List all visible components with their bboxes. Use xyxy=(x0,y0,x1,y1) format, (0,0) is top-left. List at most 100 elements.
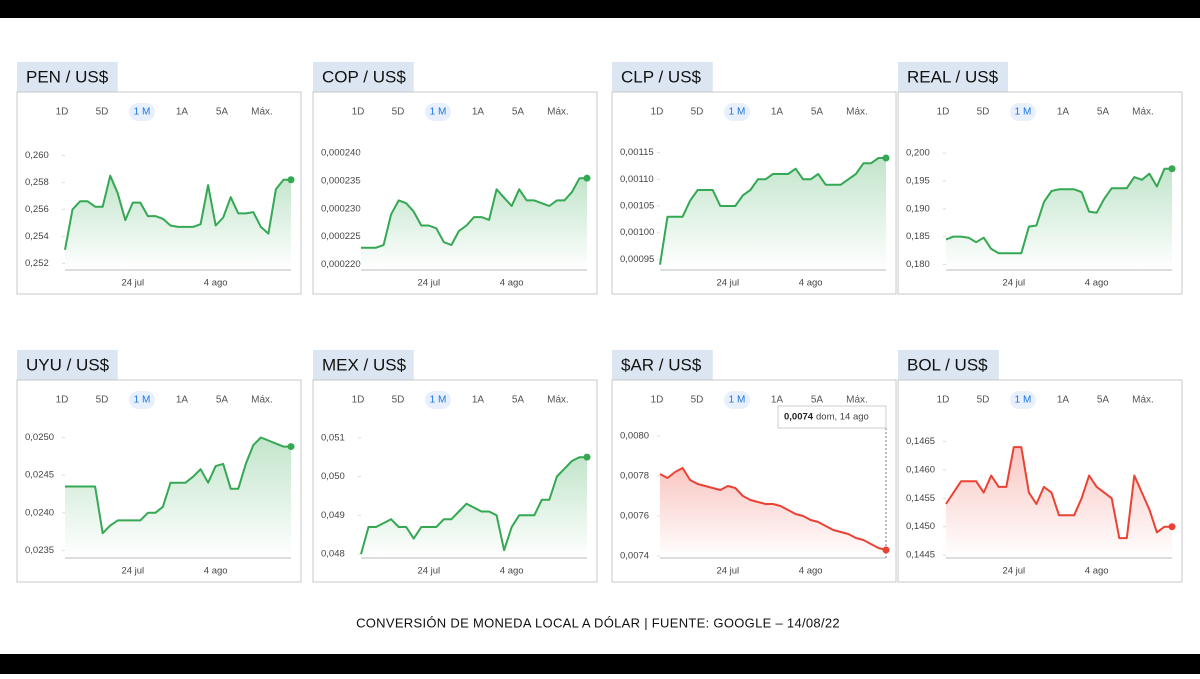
price-line xyxy=(945,446,1172,540)
y-tick-label: 0,1460 xyxy=(906,464,935,475)
price-line xyxy=(945,167,1172,255)
x-tick-label: 24 jul xyxy=(716,278,739,289)
range-tab: 5D xyxy=(392,107,405,118)
range-tab: 1 M xyxy=(430,395,447,406)
y-tick-label: 0,00115 xyxy=(620,147,654,158)
range-tab: 5D xyxy=(691,395,704,406)
y-tick-label: 0,1450 xyxy=(906,521,935,532)
range-tab: 1A xyxy=(771,395,784,406)
range-tab: 1D xyxy=(937,107,950,118)
range-tab: Máx. xyxy=(846,107,868,118)
area-fill xyxy=(946,447,1172,558)
range-tab: 1 M xyxy=(134,395,151,406)
range-tab: 5A xyxy=(512,107,525,118)
y-tick-label: 0,0235 xyxy=(25,545,54,556)
y-tick-label: 0,00110 xyxy=(620,174,654,185)
tooltip-value: 0,0074 xyxy=(784,412,814,423)
tab-highlight xyxy=(425,391,451,409)
range-tab: 5D xyxy=(977,395,990,406)
y-tick-label: 0,000240 xyxy=(321,148,361,159)
x-tick-label: 24 jul xyxy=(716,566,739,577)
x-tick-label: 4 ago xyxy=(500,566,524,577)
range-tab: 1A xyxy=(1057,395,1070,406)
tab-highlight xyxy=(425,103,451,121)
x-tick-label: 4 ago xyxy=(1085,566,1109,577)
y-tick-label: 0,1445 xyxy=(906,550,935,561)
title-tab xyxy=(17,62,118,92)
range-tab: 5A xyxy=(811,395,824,406)
range-tab: Máx. xyxy=(846,395,868,406)
range-tab: 1D xyxy=(651,107,664,118)
range-tab: Máx. xyxy=(251,107,273,118)
tab-highlight xyxy=(129,103,155,121)
chart-title: CLP / US$ xyxy=(621,67,702,86)
last-point xyxy=(287,176,295,184)
y-tick-label: 0,000235 xyxy=(321,175,361,186)
range-tab: 1 M xyxy=(1015,395,1032,406)
range-tab: 5D xyxy=(96,107,109,118)
chart-title: MEX / US$ xyxy=(322,355,407,374)
price-line xyxy=(659,157,886,265)
last-point xyxy=(287,443,295,451)
range-tab: 5A xyxy=(811,107,824,118)
range-tab: 1 M xyxy=(1015,107,1032,118)
price-line xyxy=(659,467,887,551)
tab-highlight xyxy=(129,391,155,409)
y-tick-label: 0,0245 xyxy=(25,470,54,481)
last-point xyxy=(583,174,591,182)
y-tick-label: 0,195 xyxy=(906,175,930,186)
last-point xyxy=(882,546,890,554)
range-tab: 5A xyxy=(512,395,525,406)
y-tick-label: 0,258 xyxy=(25,177,49,188)
tab-highlight xyxy=(1010,391,1036,409)
range-tab: 1 M xyxy=(430,107,447,118)
y-tick-label: 0,000230 xyxy=(321,203,361,214)
y-tick-label: 0,051 xyxy=(321,432,345,443)
area-fill xyxy=(660,468,886,558)
y-tick-label: 0,00100 xyxy=(620,227,654,238)
y-tick-label: 0,260 xyxy=(25,150,49,161)
range-tab: 1D xyxy=(352,395,365,406)
y-tick-label: 0,200 xyxy=(906,148,930,159)
range-tab: 1D xyxy=(937,395,950,406)
tab-highlight xyxy=(1010,103,1036,121)
range-tab: Máx. xyxy=(251,395,273,406)
range-tab: 1D xyxy=(352,107,365,118)
price-line xyxy=(64,174,291,250)
range-tab: 5A xyxy=(1097,107,1110,118)
range-tab: 5D xyxy=(96,395,109,406)
last-point xyxy=(583,453,591,461)
y-tick-label: 0,256 xyxy=(25,204,49,215)
title-tab xyxy=(612,350,713,380)
range-tab: 5D xyxy=(977,107,990,118)
y-tick-label: 0,000220 xyxy=(321,259,361,270)
area-fill xyxy=(65,437,291,558)
range-tab: 1D xyxy=(56,395,69,406)
x-tick-label: 4 ago xyxy=(799,566,823,577)
range-tab: 5A xyxy=(1097,395,1110,406)
y-tick-label: 0,0240 xyxy=(25,507,54,518)
range-tab: 1A xyxy=(472,107,485,118)
price-line xyxy=(360,456,587,555)
title-tab xyxy=(17,350,118,380)
range-tab: 1 M xyxy=(729,107,746,118)
last-point xyxy=(1168,165,1176,173)
y-tick-label: 0,049 xyxy=(321,510,345,521)
price-line xyxy=(65,436,291,535)
range-tab: 1A xyxy=(472,395,485,406)
price-line xyxy=(361,177,587,249)
x-tick-label: 24 jul xyxy=(1002,278,1025,289)
chart-title: UYU / US$ xyxy=(26,355,110,374)
area-fill xyxy=(660,158,886,270)
tooltip-box xyxy=(777,405,887,429)
y-tick-label: 0,252 xyxy=(25,258,49,269)
chart-title: PEN / US$ xyxy=(26,67,109,86)
tab-highlight xyxy=(724,391,750,409)
caption: CONVERSIÓN DE MONEDA LOCAL A DÓLAR | FUE… xyxy=(356,615,840,630)
x-tick-label: 4 ago xyxy=(799,278,823,289)
title-tab xyxy=(313,350,414,380)
x-tick-label: 4 ago xyxy=(500,278,524,289)
x-tick-label: 24 jul xyxy=(417,566,440,577)
y-tick-label: 0,0076 xyxy=(620,511,649,522)
title-tab xyxy=(898,62,1008,92)
